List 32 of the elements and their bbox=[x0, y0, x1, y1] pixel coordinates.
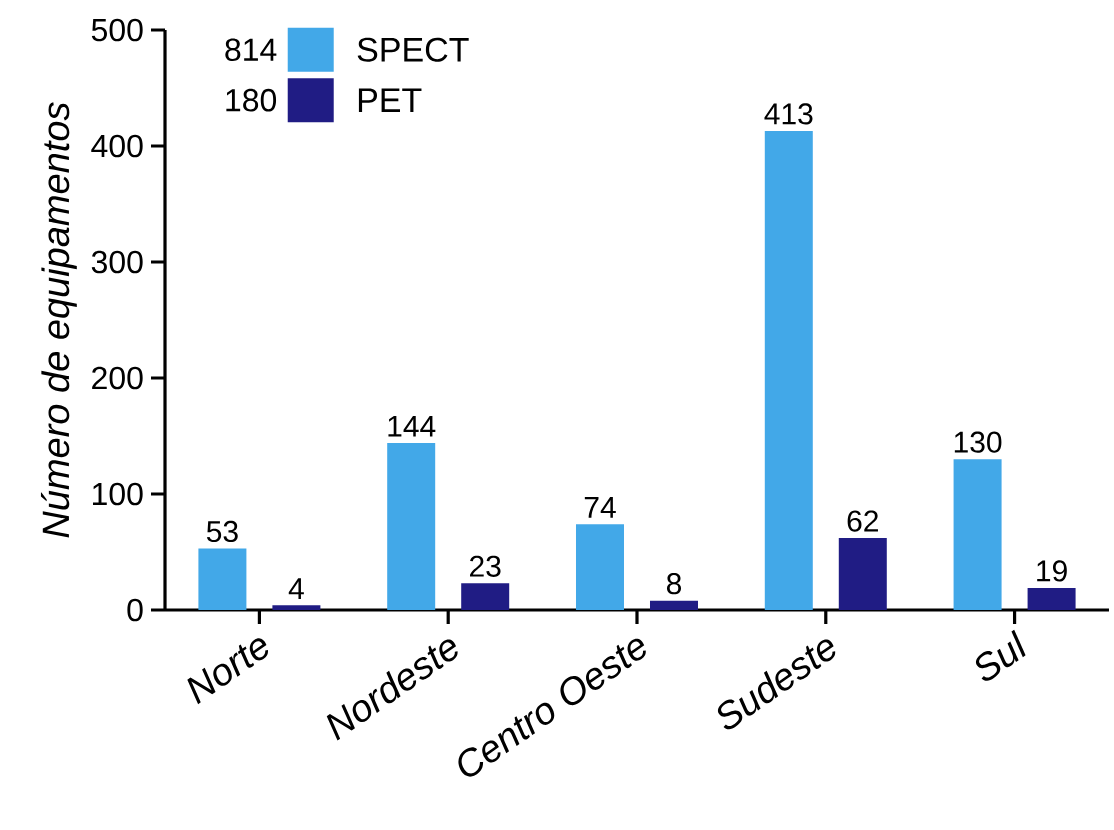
data-label: 130 bbox=[954, 431, 1002, 453]
bar bbox=[1027, 587, 1076, 610]
data-label: 4 bbox=[288, 578, 304, 599]
bar bbox=[650, 600, 698, 610]
x-tick-label: Sul bbox=[975, 629, 1026, 681]
data-label: 74 bbox=[584, 497, 616, 518]
annotation: 180 bbox=[226, 88, 277, 112]
y-tick-label: 400 bbox=[91, 134, 143, 158]
data-label: 19 bbox=[1037, 560, 1067, 582]
bar bbox=[575, 524, 624, 610]
y-tick-label: 500 bbox=[91, 18, 143, 42]
legend-label: PET bbox=[358, 88, 422, 112]
bar bbox=[198, 548, 247, 610]
y-axis-title: Número de equipamentos bbox=[40, 102, 77, 538]
annotation: 814 bbox=[225, 38, 277, 62]
data-label: 413 bbox=[764, 103, 813, 125]
y-tick-label: 100 bbox=[93, 482, 143, 506]
data-label: 62 bbox=[847, 510, 878, 532]
legend-label: SPECT bbox=[357, 37, 469, 62]
bar bbox=[764, 130, 813, 610]
data-label: 8 bbox=[666, 573, 682, 595]
bar bbox=[387, 442, 436, 610]
bar bbox=[272, 605, 321, 610]
bar bbox=[461, 583, 510, 610]
bar bbox=[838, 538, 887, 610]
data-label: 23 bbox=[470, 555, 501, 577]
data-label: 53 bbox=[206, 520, 238, 543]
y-tick-label: 300 bbox=[91, 250, 143, 274]
y-tick-label: 0 bbox=[127, 598, 143, 622]
bar bbox=[953, 459, 1002, 610]
y-tick-label: 200 bbox=[92, 366, 143, 390]
data-label: 144 bbox=[388, 415, 436, 437]
